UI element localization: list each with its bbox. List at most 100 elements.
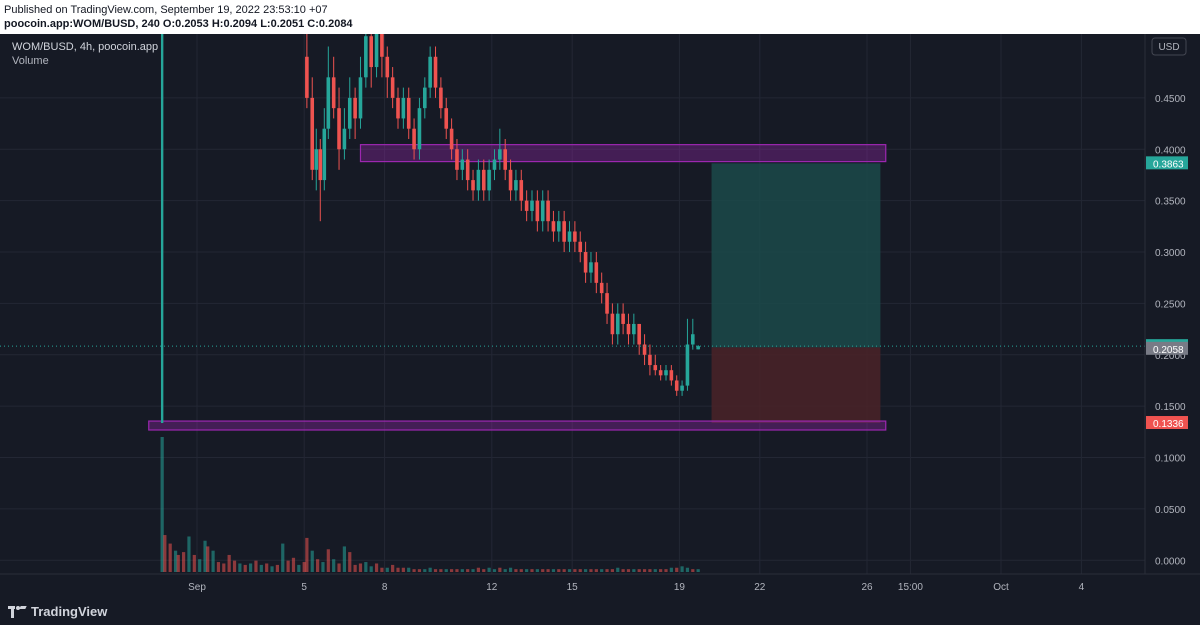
volume-bar xyxy=(648,569,652,572)
candle-body xyxy=(460,159,465,170)
volume-bar xyxy=(637,569,641,572)
volume-bar xyxy=(369,566,373,572)
tradingview-logo-icon xyxy=(8,605,27,618)
candle-body xyxy=(498,149,502,160)
volume-bar xyxy=(173,550,178,572)
volume-bar xyxy=(270,566,274,572)
volume-bar xyxy=(265,563,269,572)
candle-body xyxy=(423,87,427,109)
volume-bar xyxy=(374,563,379,572)
volume-bar xyxy=(316,559,320,572)
footer-bar: TradingView xyxy=(0,598,1200,625)
volume-bar xyxy=(605,569,609,572)
volume-bar xyxy=(332,559,336,572)
candle-body xyxy=(621,313,625,324)
candle-body xyxy=(589,262,593,273)
volume-bar xyxy=(664,569,668,572)
y-tick-label: 0.3000 xyxy=(1155,248,1186,259)
y-tick-label: 0.0500 xyxy=(1155,505,1186,516)
volume-bar xyxy=(439,569,443,572)
volume-bar xyxy=(232,560,237,572)
volume-bar xyxy=(391,564,395,572)
y-tick-label: 0.1500 xyxy=(1155,402,1186,413)
candle-body xyxy=(374,34,379,68)
x-tick-label: 15 xyxy=(567,582,579,593)
volume-bar xyxy=(460,569,464,572)
candle-body xyxy=(476,169,481,191)
volume-bar xyxy=(342,546,346,572)
x-tick-label: 5 xyxy=(301,582,307,593)
price-chart[interactable]: USD0.45000.40000.35000.30000.25000.20000… xyxy=(0,34,1200,598)
volume-bar xyxy=(600,569,604,572)
candle-body xyxy=(674,380,679,391)
candle-body xyxy=(626,323,631,335)
volume-bar xyxy=(680,566,684,572)
volume-bar xyxy=(353,564,357,572)
volume-bar xyxy=(168,543,172,572)
ohlc-close-label: C: xyxy=(307,18,319,30)
volume-bar xyxy=(302,562,306,572)
volume-bar xyxy=(508,567,513,572)
volume-bar xyxy=(385,567,389,572)
candle-body xyxy=(524,200,529,211)
volume-bar xyxy=(589,569,593,572)
volume-bar xyxy=(584,569,588,572)
volume-bar xyxy=(685,567,690,572)
symbol-ohlc-line: poocoin.app:WOM/BUSD, 240 O:0.2053 H:0.2… xyxy=(4,17,353,31)
volume-bar xyxy=(286,560,290,572)
x-tick-label: 22 xyxy=(754,582,766,593)
volume-bar xyxy=(642,569,647,572)
volume-bar xyxy=(358,563,363,572)
volume-bar xyxy=(348,552,352,572)
candle-body xyxy=(449,128,454,150)
volume-bar xyxy=(433,569,438,572)
stop-zone xyxy=(711,347,881,424)
volume-bar xyxy=(675,567,679,572)
candle-body xyxy=(369,36,373,68)
candle-body xyxy=(503,149,507,170)
candle-body xyxy=(433,56,438,88)
volume-bar xyxy=(222,563,226,572)
candle-body xyxy=(314,149,319,170)
volume-bar xyxy=(192,554,196,572)
ohlc-high-label: H: xyxy=(211,18,224,30)
y-tick-label: 0.4500 xyxy=(1155,94,1186,105)
volume-bar xyxy=(310,550,314,572)
volume-bar xyxy=(380,567,384,572)
chart-area[interactable]: USD 0.4500 0.4000 0.3500 0.3000 0.2500 0.2000 0… xyxy=(0,34,1200,598)
price-label-badge xyxy=(1146,156,1188,170)
candle-body xyxy=(557,221,561,232)
volume-bar xyxy=(471,569,475,572)
candle-body xyxy=(658,370,663,376)
volume-bar xyxy=(412,569,416,572)
candle-body xyxy=(471,180,475,191)
volume-bar xyxy=(450,569,454,572)
candle-body xyxy=(594,262,599,283)
candle-body xyxy=(406,97,411,129)
candle-body xyxy=(342,128,347,150)
volume-bar xyxy=(616,567,620,572)
volume-bar xyxy=(455,569,459,572)
volume-bar xyxy=(203,540,207,572)
volume-bar xyxy=(216,562,221,572)
candle-body xyxy=(599,282,604,294)
ohlc-low-label: L: xyxy=(260,18,271,30)
tradingview-logo[interactable]: TradingView xyxy=(8,604,107,619)
candle-body xyxy=(514,180,518,191)
candle-body xyxy=(492,159,497,170)
candle-body xyxy=(519,180,524,201)
volume-bar xyxy=(621,569,625,572)
volume-bar xyxy=(243,564,247,572)
x-tick-label: Sep xyxy=(188,582,206,593)
x-tick-label: 12 xyxy=(486,582,498,593)
volume-bar xyxy=(163,535,167,572)
candle-body xyxy=(696,346,700,350)
volume-bar xyxy=(503,569,507,572)
candle-body xyxy=(551,221,556,232)
volume-bar xyxy=(364,562,368,572)
volume-bar xyxy=(535,569,539,572)
volume-bar xyxy=(198,559,202,572)
volume-bar xyxy=(176,554,180,572)
volume-bar xyxy=(187,536,191,572)
volume-bar xyxy=(492,569,497,572)
